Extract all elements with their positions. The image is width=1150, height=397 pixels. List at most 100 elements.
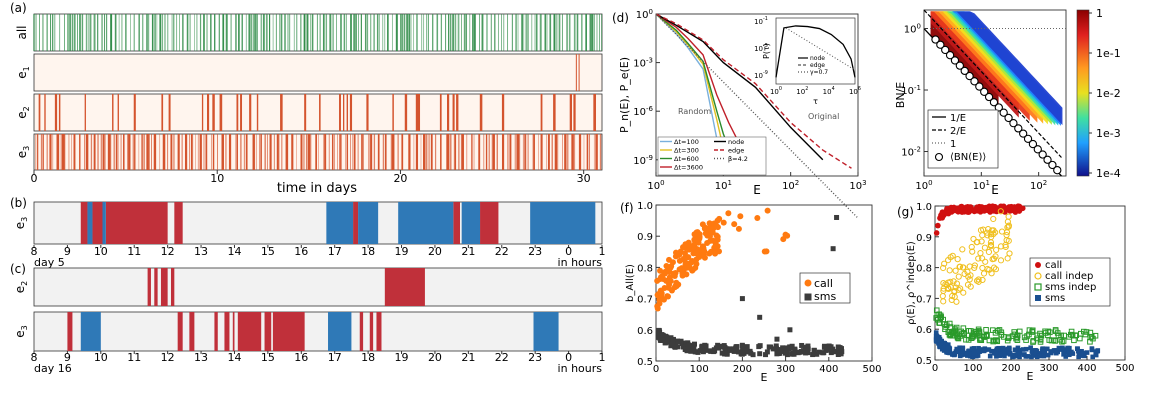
legend-label: β=4.2 bbox=[728, 155, 748, 163]
sms-point bbox=[955, 349, 961, 354]
plot-frame bbox=[655, 13, 859, 177]
xtick-label: 20 bbox=[393, 172, 407, 185]
mean-bn-point bbox=[999, 108, 1008, 117]
inset-node-line bbox=[775, 25, 856, 78]
mean-bn-point bbox=[936, 40, 945, 49]
sms-point bbox=[799, 342, 805, 348]
sms-point bbox=[774, 347, 780, 353]
inset-xlabel: τ bbox=[813, 97, 818, 106]
sms-point bbox=[1010, 352, 1016, 358]
sms-point bbox=[1093, 352, 1099, 358]
sms-indep-point bbox=[936, 319, 942, 326]
mean-bn-point bbox=[975, 82, 984, 91]
sms-point bbox=[933, 338, 939, 344]
legend-box bbox=[1029, 257, 1111, 307]
xtick-label: 20 bbox=[428, 351, 442, 364]
inset-ytick-exp: -1 bbox=[763, 16, 768, 22]
xtick-label: 300 bbox=[1039, 363, 1058, 374]
color-band bbox=[930, 11, 1030, 121]
call-point bbox=[683, 263, 690, 270]
xtick-label: 15 bbox=[261, 245, 275, 258]
timeline-row-label: e3 bbox=[13, 217, 29, 229]
call-point bbox=[701, 254, 708, 261]
sms-point bbox=[757, 351, 763, 357]
sms-point bbox=[699, 343, 705, 349]
sms-point bbox=[1044, 346, 1050, 352]
call-point bbox=[737, 213, 744, 220]
sms-point bbox=[740, 347, 746, 353]
panel-a-xlabel: time in days bbox=[277, 181, 357, 196]
ytick-label: 0.9 bbox=[916, 233, 932, 244]
sms-point bbox=[776, 351, 782, 357]
sms-point bbox=[1033, 347, 1038, 353]
sms-point bbox=[935, 334, 940, 340]
call-indep-point bbox=[950, 278, 957, 285]
sms-point bbox=[994, 354, 999, 359]
legend-swatch bbox=[1034, 283, 1042, 291]
call-indep-point bbox=[970, 235, 977, 243]
ytick-label: 0.8 bbox=[637, 263, 653, 274]
xtick-label: 103 bbox=[849, 179, 866, 192]
sms-indep-point bbox=[1047, 329, 1053, 336]
call-point bbox=[958, 203, 964, 210]
inset-ytick-exp: -5 bbox=[763, 43, 768, 49]
call-indep-point bbox=[992, 266, 1000, 273]
sms-point bbox=[1066, 350, 1072, 355]
call-indep-point bbox=[1005, 222, 1012, 229]
panel-label-a: (a) bbox=[10, 1, 27, 15]
ytick-label: 0.5 bbox=[637, 357, 653, 368]
xtick-label: 13 bbox=[194, 245, 208, 258]
call-indep-point bbox=[1004, 224, 1011, 231]
xtick-label: 15 bbox=[261, 351, 275, 364]
sms-indep-point bbox=[947, 324, 954, 330]
call-indep-point bbox=[957, 285, 964, 292]
call-point bbox=[1016, 207, 1023, 214]
sms-point bbox=[1051, 348, 1057, 354]
panel-label-c: (c) bbox=[10, 262, 26, 276]
sms-point bbox=[1020, 347, 1026, 352]
legend-label: ⟨BN(E)⟩ bbox=[950, 152, 986, 163]
mean-bn-point bbox=[950, 56, 960, 65]
sms-point bbox=[700, 349, 706, 355]
xtick-label: 13 bbox=[194, 351, 208, 364]
sms-indep-point bbox=[1052, 327, 1059, 333]
y-axis-label: b_All(E) bbox=[625, 264, 636, 302]
inset-xtick: 102 bbox=[796, 86, 808, 96]
timeline-frame bbox=[33, 311, 603, 352]
sms-point bbox=[774, 336, 780, 342]
legend-swatch bbox=[1035, 295, 1041, 301]
ytick-label: 0.8 bbox=[916, 264, 932, 275]
call-indep-point bbox=[967, 283, 974, 290]
call-point bbox=[763, 248, 770, 255]
sms-point bbox=[680, 344, 686, 350]
annotation-original: Original bbox=[808, 112, 839, 121]
call-point bbox=[654, 305, 661, 312]
call-indep-point bbox=[945, 257, 952, 264]
sms-point bbox=[830, 246, 836, 252]
sms-point bbox=[802, 344, 808, 350]
sms-point bbox=[1017, 350, 1023, 356]
xtick-label: 500 bbox=[862, 364, 881, 375]
call-point bbox=[657, 267, 664, 274]
legend-label: sms bbox=[814, 290, 836, 303]
call-indep-point bbox=[988, 270, 995, 277]
mean-bn-point bbox=[980, 87, 989, 96]
colorbar-tick-label: 1e-2 bbox=[1096, 87, 1121, 100]
mean-bn-point bbox=[965, 71, 974, 81]
legend-label: 2/E bbox=[950, 126, 966, 137]
call-indep-point bbox=[977, 250, 984, 257]
sms-point bbox=[1041, 353, 1047, 359]
sms-point bbox=[1080, 350, 1086, 356]
call-point bbox=[716, 215, 723, 222]
xtick-label: 0 bbox=[31, 172, 38, 185]
call-indep-point bbox=[973, 277, 981, 284]
call-point bbox=[784, 232, 791, 239]
xtick-label: 19 bbox=[395, 245, 409, 258]
call-point bbox=[673, 249, 680, 256]
xtick-label: 22 bbox=[495, 245, 509, 258]
legend-label: node bbox=[728, 138, 744, 146]
legend-swatch bbox=[804, 279, 812, 287]
ytick-label: 10-2 bbox=[901, 146, 921, 159]
ytick-label-exp: 0 bbox=[917, 23, 921, 31]
